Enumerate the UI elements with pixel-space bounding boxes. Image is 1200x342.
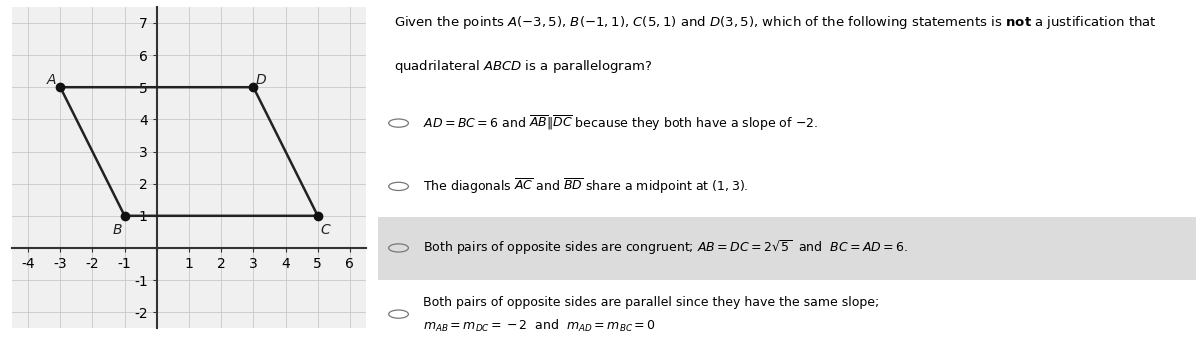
Text: C: C <box>320 223 331 237</box>
Text: A: A <box>47 73 56 87</box>
FancyBboxPatch shape <box>378 217 1196 280</box>
Text: D: D <box>256 73 265 87</box>
Text: $AD = BC = 6$ and $\overline{AB} \| \overline{DC}$ because they both have a slop: $AD = BC = 6$ and $\overline{AB} \| \ove… <box>424 114 818 133</box>
Text: B: B <box>113 223 122 237</box>
Text: $m_{AB} = m_{DC} = -2$  and  $m_{AD} = m_{BC} = 0$: $m_{AB} = m_{DC} = -2$ and $m_{AD} = m_{… <box>424 317 656 334</box>
Text: quadrilateral $ABCD$ is a parallelogram?: quadrilateral $ABCD$ is a parallelogram? <box>395 58 653 75</box>
Text: The diagonals $\overline{AC}$ and $\overline{BD}$ share a midpoint at $(1,3)$.: The diagonals $\overline{AC}$ and $\over… <box>424 177 749 196</box>
Text: Both pairs of opposite sides are congruent; $AB = DC = 2\sqrt{5}$  and  $BC = AD: Both pairs of opposite sides are congrue… <box>424 239 908 257</box>
Text: Both pairs of opposite sides are parallel since they have the same slope;: Both pairs of opposite sides are paralle… <box>424 296 880 309</box>
Text: Given the points $A(-3,5)$, $B(-1,1)$, $C(5,1)$ and $D(3,5)$, which of the follo: Given the points $A(-3,5)$, $B(-1,1)$, $… <box>395 14 1157 31</box>
